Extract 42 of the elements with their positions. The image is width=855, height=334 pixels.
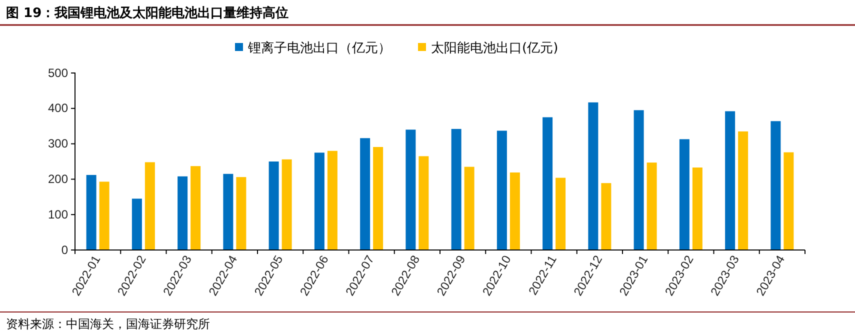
bar bbox=[646, 162, 657, 250]
bar bbox=[282, 159, 292, 250]
bar bbox=[556, 178, 566, 250]
legend-label: 太阳能电池出口(亿元) bbox=[431, 41, 558, 56]
legend-label: 锂离子电池出口（亿元） bbox=[247, 40, 391, 56]
bar bbox=[679, 139, 690, 250]
bar bbox=[542, 117, 553, 250]
bar bbox=[314, 152, 324, 250]
bar bbox=[178, 176, 188, 250]
bar bbox=[601, 183, 612, 250]
bar bbox=[418, 156, 429, 250]
bar bbox=[190, 166, 201, 250]
bar bbox=[327, 150, 338, 250]
y-tick-label: 300 bbox=[48, 136, 68, 151]
bar bbox=[692, 168, 702, 250]
bar bbox=[496, 130, 507, 250]
bar bbox=[634, 110, 644, 250]
y-tick-label: 0 bbox=[61, 242, 68, 257]
bar bbox=[738, 131, 748, 250]
bar bbox=[223, 174, 234, 250]
bar bbox=[99, 182, 110, 250]
bar bbox=[588, 102, 598, 250]
bar bbox=[725, 111, 736, 250]
bar bbox=[451, 128, 462, 250]
y-tick-label: 500 bbox=[48, 66, 68, 80]
bar bbox=[406, 130, 416, 250]
text: 资料来源：中国海关，国海证券研究所 bbox=[6, 317, 210, 331]
bar bbox=[464, 166, 474, 250]
y-tick-label: 200 bbox=[48, 172, 68, 186]
bar bbox=[144, 162, 155, 250]
bar bbox=[360, 138, 370, 250]
bar bbox=[86, 174, 96, 250]
bar bbox=[373, 146, 384, 250]
bar bbox=[784, 152, 794, 250]
bar bbox=[770, 121, 781, 250]
bar bbox=[510, 172, 520, 250]
bar bbox=[236, 177, 246, 250]
bar bbox=[268, 162, 279, 250]
y-tick-label: 400 bbox=[48, 101, 68, 116]
y-tick-label: 100 bbox=[48, 207, 68, 222]
bar bbox=[132, 198, 142, 250]
chart-title: 图 19：我国锂电池及太阳能电池出口量维持高位 bbox=[6, 5, 289, 21]
